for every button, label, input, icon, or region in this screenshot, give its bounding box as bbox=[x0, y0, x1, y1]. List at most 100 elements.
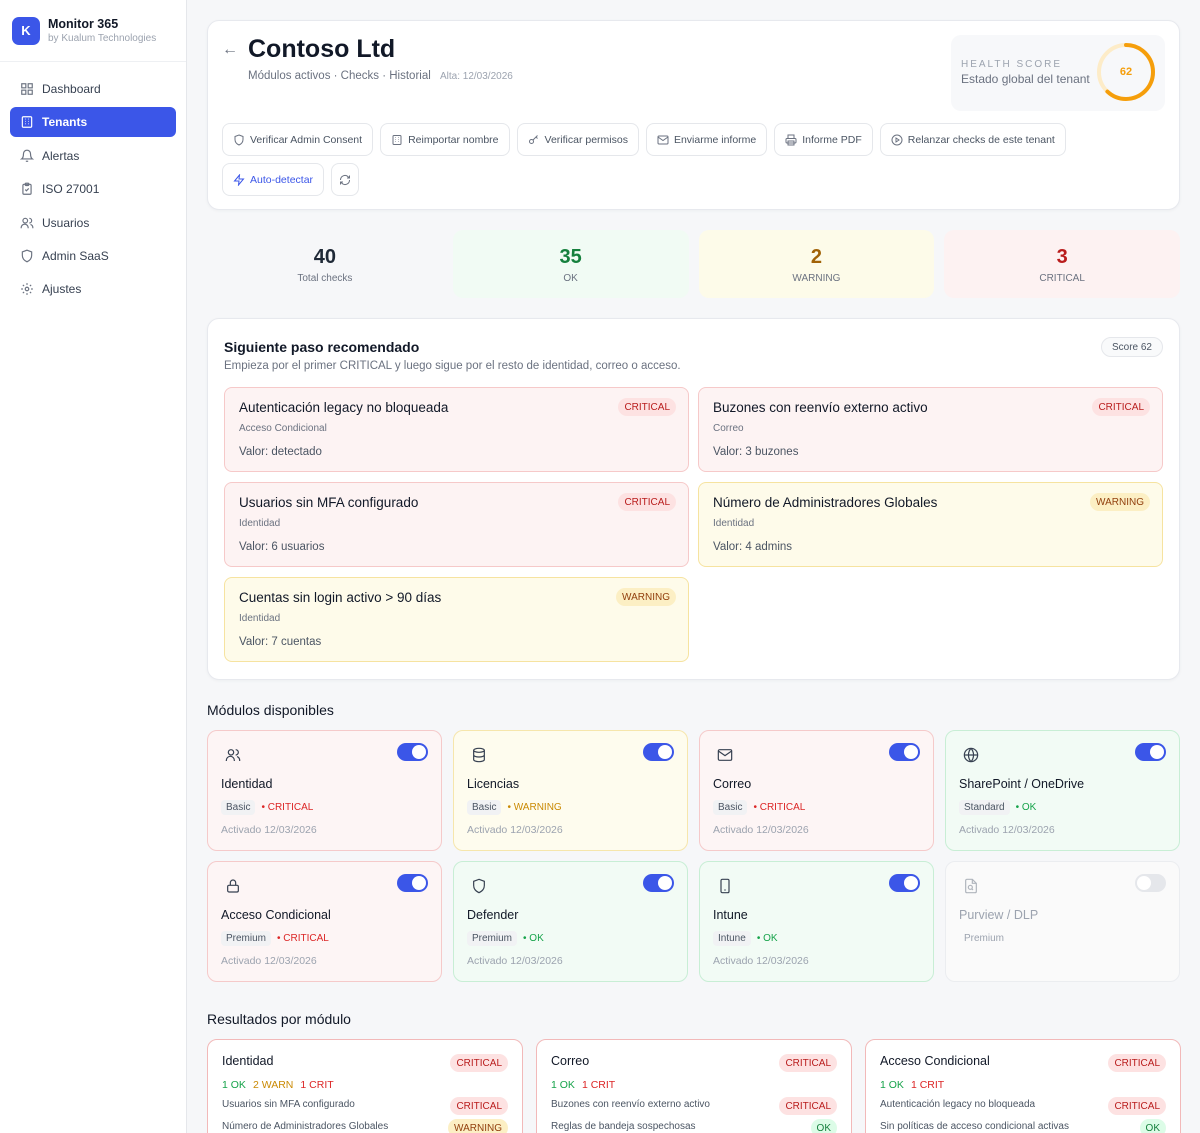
recommendation-area: Identidad bbox=[713, 518, 755, 529]
module-name: Licencias bbox=[467, 777, 520, 791]
auto-detectar-button[interactable]: Auto-detectar bbox=[222, 163, 325, 196]
result-row-label: Reglas de bandeja sospechosas bbox=[551, 1121, 696, 1132]
module-toggle[interactable] bbox=[397, 743, 428, 761]
recommendation-area: Identidad bbox=[239, 518, 281, 529]
module-tier: Basic bbox=[713, 800, 748, 815]
module-icon-wrap bbox=[467, 743, 491, 767]
sidebar-item-alertas[interactable]: Alertas bbox=[10, 141, 176, 171]
module-result-card[interactable]: Acceso Condicional CRITICAL 1 OK 1 CRIT Aute… bbox=[865, 1039, 1181, 1133]
module-activated: Activado 12/03/2026 bbox=[959, 824, 1055, 836]
recommendation-title: Buzones con reenvío externo activo bbox=[713, 400, 928, 415]
sidebar-item-usuarios[interactable]: Usuarios bbox=[10, 208, 176, 238]
stat-label: CRITICAL bbox=[1039, 273, 1085, 284]
recommendation-card[interactable]: Usuarios sin MFA configurado Identidad Val… bbox=[224, 482, 689, 567]
module-toggle[interactable] bbox=[643, 743, 674, 761]
recommendation-card[interactable]: Buzones con reenvío externo activo Correo… bbox=[698, 387, 1163, 472]
result-count: 1 CRIT bbox=[581, 1079, 616, 1091]
module-icon-wrap bbox=[959, 743, 983, 767]
module-toggle[interactable] bbox=[889, 874, 920, 892]
result-row: Sin políticas de acceso condicional acti… bbox=[880, 1119, 1166, 1133]
result-module-name: Acceso Condicional bbox=[880, 1054, 990, 1068]
tenant-links[interactable]: Módulos activos · Checks · Historial bbox=[248, 70, 431, 82]
app-logo: K bbox=[12, 16, 40, 45]
building-icon bbox=[392, 134, 402, 145]
module-tags: Premium • OK bbox=[467, 931, 674, 946]
result-count: 1 CRIT bbox=[300, 1079, 334, 1091]
recommendation-card[interactable]: Número de Administradores Globales Identi… bbox=[698, 482, 1163, 567]
result-row: Autenticación legacy no bloqueada CRITICA… bbox=[880, 1097, 1166, 1115]
module-toggle[interactable] bbox=[643, 874, 674, 892]
result-count: 1 OK bbox=[222, 1079, 246, 1091]
recommendation-card[interactable]: Cuentas sin login activo > 90 días Identi… bbox=[224, 577, 689, 662]
health-score-label: HEALTH SCORE bbox=[961, 59, 1063, 70]
sidebar-item-iso-27001[interactable]: ISO 27001 bbox=[10, 174, 176, 204]
clipboard-icon bbox=[22, 182, 32, 196]
module-card[interactable]: Licencias Basic • WARNING Activado 12/03/20… bbox=[453, 730, 688, 851]
module-result-card[interactable]: Correo CRITICAL 1 OK 1 CRIT Buzones con reen… bbox=[536, 1039, 852, 1133]
app-name: Monitor 365 bbox=[48, 17, 119, 31]
reimportar-nombre-button[interactable]: Reimportar nombre bbox=[380, 123, 510, 156]
recommendation-value: Valor: detectado bbox=[239, 446, 322, 458]
module-card[interactable]: Acceso Condicional Premium • CRITICAL Activ… bbox=[207, 861, 442, 982]
gear-icon bbox=[21, 283, 33, 296]
tenant-subnav: Módulos activos · Checks · Historial Alt… bbox=[248, 70, 513, 82]
sidebar-item-label: Usuarios bbox=[42, 215, 90, 230]
recommendation-value: Valor: 3 buzones bbox=[713, 446, 799, 458]
module-card[interactable]: Correo Basic • CRITICAL Activado 12/03/2026 bbox=[699, 730, 934, 851]
button-label: Informe PDF bbox=[802, 133, 862, 146]
bell-icon bbox=[20, 149, 34, 162]
stat-value: 40 bbox=[313, 246, 336, 268]
module-result-card[interactable]: Identidad CRITICAL 1 OK 2 WARN 1 CRIT Usuario… bbox=[207, 1039, 523, 1133]
module-name: Intune bbox=[713, 908, 748, 922]
module-status: • OK bbox=[1015, 802, 1037, 813]
stat-label: OK bbox=[563, 273, 578, 284]
module-tier: Premium bbox=[221, 931, 272, 946]
module-card[interactable]: Defender Premium • OK Activado 12/03/2026 bbox=[453, 861, 688, 982]
printer-icon bbox=[785, 134, 797, 145]
button-label: Verificar Admin Consent bbox=[250, 133, 363, 146]
module-tags: Intune • OK bbox=[713, 931, 920, 946]
refresh-icon bbox=[340, 174, 351, 185]
module-activated: Activado 12/03/2026 bbox=[713, 824, 809, 836]
module-status: • CRITICAL bbox=[277, 933, 329, 944]
module-card[interactable]: Purview / DLP Premium bbox=[945, 861, 1180, 982]
back-arrow-icon[interactable]: ← bbox=[222, 41, 238, 58]
result-row-badge: CRITICAL bbox=[779, 1097, 837, 1115]
stat-value: 35 bbox=[559, 246, 582, 268]
sidebar-item-tenants[interactable]: Tenants bbox=[10, 107, 176, 138]
recommendation-value: Valor: 7 cuentas bbox=[239, 636, 322, 648]
verificar-permisos-button[interactable]: Verificar permisos bbox=[516, 123, 639, 156]
module-card[interactable]: SharePoint / OneDrive Standard • OK Activad… bbox=[945, 730, 1180, 851]
button-label: Relanzar checks de este tenant bbox=[907, 133, 1055, 146]
module-toggle[interactable] bbox=[889, 743, 920, 761]
informe-pdf-button[interactable]: Informe PDF bbox=[774, 123, 873, 156]
result-row-label: Autenticación legacy no bloqueada bbox=[880, 1099, 1036, 1110]
button-label: Auto-detectar bbox=[250, 173, 314, 186]
verificar-admin-consent-button[interactable]: Verificar Admin Consent bbox=[222, 123, 374, 156]
shield-icon bbox=[234, 133, 244, 146]
sidebar-item-admin-saas[interactable]: Admin SaaS bbox=[10, 241, 176, 271]
result-row-badge: OK bbox=[1139, 1119, 1166, 1133]
module-toggle[interactable] bbox=[1135, 743, 1166, 761]
result-counts: 1 OK 1 CRIT bbox=[551, 1079, 837, 1091]
refresh-button[interactable] bbox=[331, 163, 360, 196]
sidebar-item-dashboard[interactable]: Dashboard bbox=[10, 74, 176, 104]
stat-value: 2 bbox=[810, 246, 822, 268]
sidebar: K Monitor 365 by Kualum Technologies Das… bbox=[0, 0, 187, 1133]
phone-icon bbox=[720, 878, 730, 894]
sidebar-item-ajustes[interactable]: Ajustes bbox=[10, 274, 176, 304]
relanzar-checks-de-este-tenant-button[interactable]: Relanzar checks de este tenant bbox=[879, 123, 1066, 156]
severity-badge: WARNING bbox=[1090, 493, 1150, 511]
result-row-badge: CRITICAL bbox=[1108, 1097, 1166, 1115]
button-label: Enviarme informe bbox=[673, 133, 757, 146]
sidebar-item-label: Dashboard bbox=[42, 82, 101, 96]
module-toggle[interactable] bbox=[1135, 874, 1166, 892]
recommendation-card[interactable]: Autenticación legacy no bloqueada Acceso … bbox=[224, 387, 689, 472]
module-card[interactable]: Intune Intune • OK Activado 12/03/2026 bbox=[699, 861, 934, 982]
module-status-text: CRITICAL bbox=[267, 802, 314, 813]
module-toggle[interactable] bbox=[397, 874, 428, 892]
module-tags: Basic • CRITICAL bbox=[221, 800, 428, 815]
module-card[interactable]: Identidad Basic • CRITICAL Activado 12/03/2… bbox=[207, 730, 442, 851]
main-content: ← Contoso Ltd Módulos activos · Checks ·… bbox=[207, 20, 1181, 1133]
enviarme-informe-button[interactable]: Enviarme informe bbox=[645, 123, 768, 156]
